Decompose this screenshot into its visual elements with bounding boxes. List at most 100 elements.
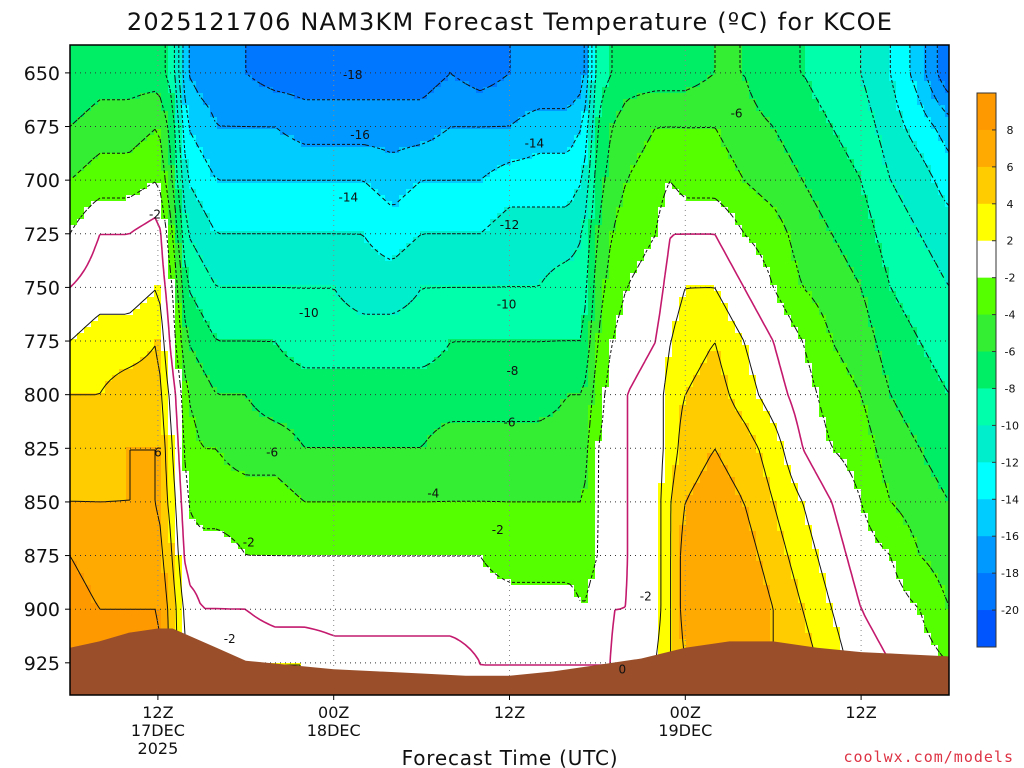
- temperature-cell: [84, 633, 92, 640]
- temperature-cell: [364, 135, 372, 142]
- temperature-cell: [84, 537, 92, 544]
- temperature-cell: [385, 129, 393, 136]
- temperature-cell: [189, 243, 197, 250]
- temperature-cell: [245, 507, 253, 514]
- temperature-cell: [77, 501, 85, 508]
- temperature-cell: [161, 243, 169, 250]
- temperature-cell: [294, 315, 302, 322]
- temperature-cell: [294, 93, 302, 100]
- temperature-cell: [357, 387, 365, 394]
- temperature-cell: [301, 75, 309, 82]
- temperature-cell: [175, 315, 183, 322]
- temperature-cell: [266, 633, 274, 640]
- temperature-cell: [77, 249, 85, 256]
- temperature-cell: [112, 255, 120, 262]
- temperature-cell: [231, 519, 239, 526]
- temperature-cell: [70, 51, 78, 58]
- temperature-cell: [238, 561, 246, 568]
- temperature-cell: [343, 297, 351, 304]
- temperature-cell: [385, 111, 393, 118]
- temperature-cell: [210, 249, 218, 256]
- temperature-cell: [287, 411, 295, 418]
- temperature-cell: [126, 609, 134, 616]
- temperature-cell: [329, 549, 337, 556]
- temperature-cell: [329, 411, 337, 418]
- temperature-cell: [364, 561, 372, 568]
- temperature-cell: [266, 483, 274, 490]
- temperature-cell: [238, 291, 246, 298]
- temperature-cell: [112, 339, 120, 346]
- temperature-cell: [112, 207, 120, 214]
- temperature-cell: [273, 513, 281, 520]
- temperature-cell: [252, 621, 260, 628]
- temperature-cell: [77, 225, 85, 232]
- temperature-cell: [140, 573, 148, 580]
- temperature-cell: [287, 291, 295, 298]
- temperature-cell: [210, 603, 218, 610]
- temperature-cell: [294, 141, 302, 148]
- temperature-cell: [224, 69, 232, 76]
- temperature-cell: [238, 555, 246, 562]
- temperature-cell: [203, 411, 211, 418]
- temperature-cell: [322, 441, 330, 448]
- temperature-cell: [203, 273, 211, 280]
- temperature-cell: [273, 75, 281, 82]
- temperature-cell: [77, 351, 85, 358]
- temperature-cell: [203, 363, 211, 370]
- temperature-cell: [315, 45, 323, 52]
- temperature-cell: [70, 447, 78, 454]
- temperature-cell: [196, 63, 204, 70]
- temperature-cell: [357, 339, 365, 346]
- temperature-cell: [364, 465, 372, 472]
- temperature-cell: [350, 399, 358, 406]
- temperature-cell: [329, 459, 337, 466]
- temperature-cell: [385, 501, 393, 508]
- temperature-cell: [252, 651, 260, 658]
- temperature-cell: [287, 531, 295, 538]
- temperature-cell: [133, 171, 141, 178]
- temperature-cell: [252, 171, 260, 178]
- temperature-cell: [287, 453, 295, 460]
- temperature-cell: [294, 51, 302, 58]
- temperature-cell: [231, 381, 239, 388]
- temperature-cell: [126, 165, 134, 172]
- temperature-cell: [336, 393, 344, 400]
- temperature-cell: [266, 429, 274, 436]
- temperature-cell: [252, 471, 260, 478]
- temperature-cell: [175, 159, 183, 166]
- temperature-cell: [315, 573, 323, 580]
- temperature-cell: [329, 537, 337, 544]
- temperature-cell: [364, 261, 372, 268]
- temperature-cell: [252, 69, 260, 76]
- temperature-cell: [182, 255, 190, 262]
- temperature-cell: [350, 417, 358, 424]
- temperature-cell: [161, 483, 169, 490]
- temperature-cell: [147, 111, 155, 118]
- temperature-cell: [252, 489, 260, 496]
- temperature-cell: [329, 147, 337, 154]
- temperature-cell: [343, 63, 351, 70]
- temperature-cell: [112, 99, 120, 106]
- temperature-cell: [210, 561, 218, 568]
- temperature-cell: [371, 291, 379, 298]
- temperature-cell: [126, 45, 134, 52]
- temperature-cell: [385, 531, 393, 538]
- temperature-cell: [259, 591, 267, 598]
- temperature-cell: [245, 441, 253, 448]
- temperature-cell: [378, 315, 386, 322]
- temperature-cell: [238, 465, 246, 472]
- temperature-cell: [259, 63, 267, 70]
- temperature-cell: [385, 405, 393, 412]
- temperature-cell: [280, 255, 288, 262]
- temperature-cell: [112, 585, 120, 592]
- temperature-cell: [378, 591, 386, 598]
- temperature-cell: [210, 135, 218, 142]
- temperature-cell: [70, 585, 78, 592]
- temperature-cell: [105, 81, 113, 88]
- temperature-cell: [273, 237, 281, 244]
- temperature-cell: [154, 99, 162, 106]
- temperature-cell: [350, 147, 358, 154]
- temperature-cell: [357, 351, 365, 358]
- temperature-cell: [189, 327, 197, 334]
- temperature-cell: [287, 483, 295, 490]
